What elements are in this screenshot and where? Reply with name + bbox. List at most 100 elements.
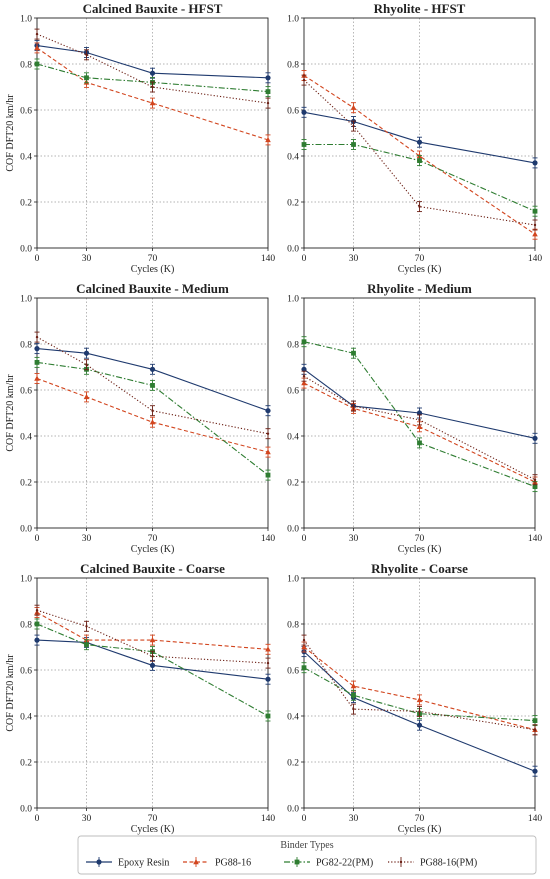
y-tick-label: 0.8 (287, 340, 299, 350)
data-point (416, 722, 423, 728)
y-tick-label: 0.4 (287, 432, 299, 442)
data-point (301, 665, 307, 671)
legend: Binder Types Epoxy Resin PG88-16 PG82-22(PM… (77, 835, 537, 875)
x-tick-label: 0 (35, 814, 40, 824)
data-point (416, 410, 423, 416)
x-tick-label: 140 (528, 814, 543, 824)
data-point (532, 208, 538, 214)
y-tick-label: 0.6 (20, 106, 32, 116)
series-line (36, 623, 269, 717)
y-tick-label: 0.6 (287, 386, 299, 396)
series-line (36, 33, 269, 104)
data-point (149, 662, 156, 669)
data-point (34, 637, 40, 643)
data-point (85, 53, 88, 56)
series-line (303, 382, 536, 483)
data-point (85, 625, 88, 628)
series-4 (34, 604, 271, 669)
y-tick-label: 0.4 (287, 712, 299, 722)
series-line (303, 667, 536, 722)
x-tick-label: 140 (261, 814, 276, 824)
chart-panel-4: 0 30 70 140 0.0 0.2 0.4 0.6 0.8 1.0 Rhyolite - Med… (287, 281, 542, 555)
chart-panel-5: 0 30 70 140 0.0 0.2 0.4 0.6 0.8 1.0 Calcined Bauxi… (5, 561, 275, 835)
data-point (352, 124, 355, 128)
series-line (36, 336, 269, 435)
legend-label: PG82-22(PM) (316, 858, 373, 869)
data-point (301, 339, 307, 345)
x-tick-label: 140 (528, 254, 543, 264)
y-tick-label: 0.8 (20, 60, 32, 70)
chart-title: Calcined Bauxite - Coarse (80, 561, 225, 576)
data-point (85, 363, 88, 366)
series-1 (34, 343, 271, 417)
data-point (532, 718, 538, 723)
legend-item: Epoxy Resin (86, 857, 169, 869)
chart-title: Calcined Bauxite - HFST (83, 1, 223, 16)
series-line (303, 368, 536, 439)
y-tick-label: 1.0 (287, 14, 299, 24)
data-point (266, 432, 270, 435)
x-tick-label: 30 (349, 254, 359, 264)
chart-title: Rhyolite - Medium (367, 281, 472, 296)
x-tick-label: 140 (261, 534, 276, 544)
chart-panel-1: 0 30 70 140 0.0 0.2 0.4 0.6 0.8 1.0 Calcined Bauxi… (5, 1, 275, 275)
series-line (303, 341, 536, 488)
legend-box (77, 835, 537, 875)
series-2 (34, 373, 271, 458)
data-point (352, 404, 355, 408)
x-tick-label: 0 (302, 254, 307, 264)
chart-panel-3: 0 30 70 140 0.0 0.2 0.4 0.6 0.8 1.0 Calcined Bauxi… (5, 281, 275, 555)
x-tick-label: 0 (35, 254, 40, 264)
data-point (418, 710, 421, 713)
y-axis-label: COF DFT20 km/hr (5, 374, 16, 452)
chart-panel-2: 0 30 70 140 0.0 0.2 0.4 0.6 0.8 1.0 Rhyolite - HFS… (287, 1, 542, 275)
plot-frame (303, 17, 536, 249)
y-tick-label: 0.0 (20, 244, 32, 254)
y-tick-label: 0.2 (287, 478, 299, 488)
series-line (36, 639, 269, 680)
data-point (150, 383, 155, 388)
series-4 (34, 28, 271, 109)
x-tick-label: 70 (415, 534, 425, 544)
x-axis-label: Cycles (K) (398, 824, 442, 835)
plot-frame (303, 577, 536, 809)
data-point (416, 139, 423, 145)
series-line (36, 348, 269, 412)
legend-title: Binder Types (280, 840, 333, 851)
data-point (418, 418, 421, 422)
y-tick-label: 0.2 (20, 478, 32, 488)
legend-item: PG82-22(PM) (284, 857, 373, 869)
y-axis-label: COF DFT20 km/hr (5, 654, 16, 732)
data-point (84, 75, 89, 81)
y-tick-label: 1.0 (20, 14, 32, 24)
data-point (350, 104, 357, 110)
series-4 (301, 370, 538, 486)
data-point (350, 683, 357, 689)
y-tick-label: 0.4 (20, 432, 32, 442)
data-point (417, 158, 422, 163)
data-point (34, 346, 40, 352)
data-point (302, 375, 306, 378)
data-point (416, 423, 423, 429)
data-point (34, 360, 40, 365)
chart-title: Calcined Bauxite - Medium (76, 281, 229, 296)
legend-item: PG88-16(PM) (388, 857, 477, 869)
series-line (36, 612, 269, 650)
data-point (266, 661, 270, 665)
data-point (532, 435, 538, 441)
y-tick-label: 1.0 (20, 574, 32, 584)
chart-title: Rhyolite - Coarse (371, 561, 468, 576)
y-tick-label: 0.6 (20, 386, 32, 396)
x-tick-label: 70 (148, 814, 158, 824)
data-point (416, 696, 423, 703)
y-tick-label: 0.2 (20, 198, 32, 208)
data-point (265, 676, 271, 682)
series-4 (301, 634, 538, 736)
data-point (265, 89, 271, 94)
x-tick-label: 30 (82, 814, 92, 824)
chart-panel-6: 0 30 70 140 0.0 0.2 0.4 0.6 0.8 1.0 Rhyolite - Coa… (287, 561, 542, 835)
y-tick-label: 0.2 (287, 758, 299, 768)
y-tick-label: 0.0 (287, 244, 299, 254)
x-tick-label: 30 (82, 254, 92, 264)
legend-item: PG88-16 (183, 857, 251, 869)
